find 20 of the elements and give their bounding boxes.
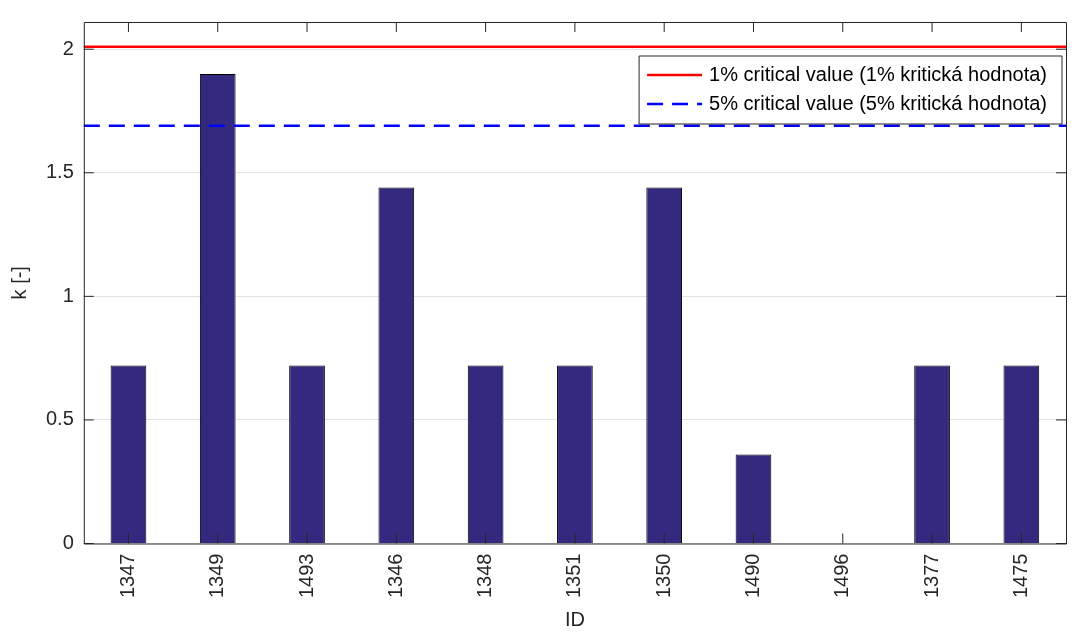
x-axis-title: ID [564, 607, 585, 630]
x-tick-label: 1377 [919, 553, 942, 599]
x-tick-label: 1347 [115, 553, 138, 599]
x-tick-label: 1351 [562, 553, 585, 599]
y-axis-title: k [-] [7, 266, 30, 300]
x-tick-label: 1349 [205, 553, 228, 599]
y-tick-label: 2 [62, 36, 74, 59]
x-tick-label: 1475 [1008, 553, 1031, 599]
y-tick-label: 0.5 [45, 407, 74, 430]
y-tick-label: 1 [62, 283, 74, 306]
x-tick-label: 1350 [651, 553, 674, 599]
x-tick-label: 1348 [473, 553, 496, 599]
legend-label: 5% critical value (5% kritická hodnota) [709, 91, 1047, 114]
y-tick-label: 0 [62, 531, 74, 554]
x-tick-label: 1490 [741, 553, 763, 599]
legend-label: 1% critical value (1% kritická hodnota) [709, 62, 1047, 85]
x-tick-label: 1496 [830, 553, 853, 599]
x-tick-label: 1346 [383, 553, 406, 599]
y-tick-label: 1.5 [45, 160, 74, 183]
x-tick-label: 1493 [294, 553, 317, 599]
